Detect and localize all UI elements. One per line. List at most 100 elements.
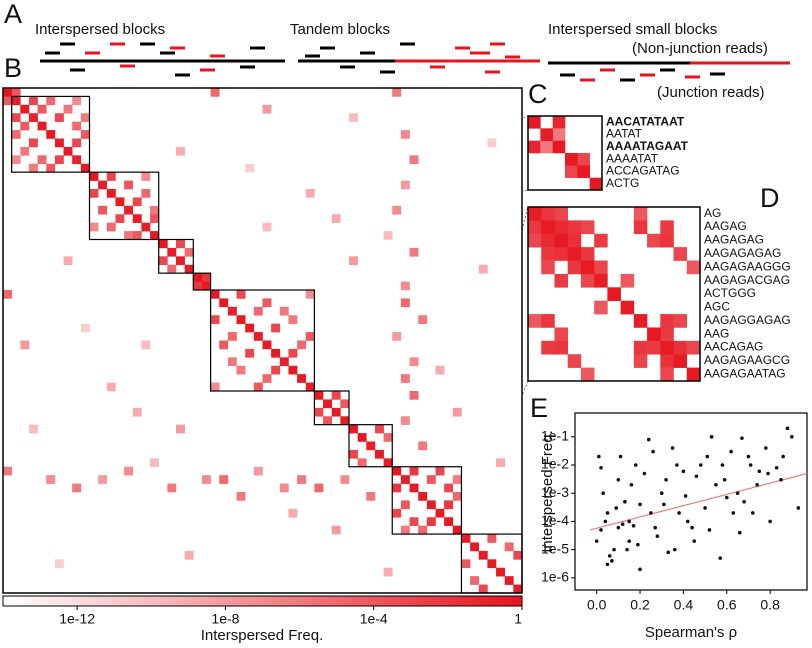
scatter-point [774, 465, 779, 470]
heatmap-cell [686, 260, 701, 275]
heatmap-cell [72, 96, 82, 106]
heatmap-cell [452, 407, 462, 417]
heatmap-cell [305, 332, 315, 341]
panel-label: B [4, 53, 22, 83]
heatmap-cell [409, 517, 419, 526]
heatmap-cell [374, 424, 384, 434]
heatmap-cell [552, 128, 566, 141]
heatmap-cell [528, 220, 542, 235]
scatter-point [764, 446, 768, 450]
scatter-point [724, 495, 729, 500]
scatter-point [705, 454, 710, 459]
heatmap-cell [580, 273, 595, 288]
heatmap-cell [3, 96, 12, 106]
heatmap-cell [297, 475, 307, 484]
heatmap-diagonal-cell [580, 260, 595, 275]
heatmap-cell [426, 517, 436, 526]
heatmap-cell [72, 483, 82, 493]
heatmap-cell [176, 424, 185, 434]
heatmap-diagonal-cell [496, 567, 505, 577]
scatter-point [766, 471, 770, 476]
scatter-point [670, 446, 675, 450]
heatmap-cell [478, 264, 488, 274]
heatmap-cell [392, 205, 402, 215]
heatmap-cell [28, 96, 38, 106]
heatmap-cell [409, 357, 419, 367]
scatter-point [779, 477, 783, 482]
heatmap-cell [141, 189, 151, 198]
heatmap-cell [271, 323, 281, 333]
heatmap-cell [444, 483, 454, 493]
heatmap-diagonal-cell [106, 189, 116, 198]
heatmap-cell [176, 239, 185, 249]
heatmap-cell [132, 407, 142, 417]
heatmap-diagonal-cell [594, 273, 608, 288]
heatmap-diagonal-cell [11, 96, 21, 106]
sequence-label: AAGAGACGAG [704, 273, 790, 287]
sequence-label: AAGAG [704, 219, 747, 233]
panel-label: C [528, 79, 548, 109]
heatmap-cell [124, 231, 134, 240]
x-tick-label: 0.0 [587, 597, 607, 613]
heatmap-cell [236, 365, 246, 375]
heatmap-cell [98, 205, 108, 215]
sequence-label: AAGAGGAGAG [704, 313, 791, 327]
x-tick-label: 0.4 [674, 597, 694, 613]
heatmap-cell [528, 314, 542, 328]
scatter-point [681, 469, 686, 474]
heatmap-cell [245, 348, 255, 358]
heatmap-cell [444, 500, 454, 510]
scatter-point [594, 539, 599, 543]
y-tick-label: 1e-2 [541, 456, 569, 472]
sequence-label: ACTG [606, 176, 639, 190]
heatmap-cell [487, 534, 497, 543]
heatmap-cell [554, 220, 568, 235]
scatter-point [631, 523, 636, 528]
heatmap-cell [3, 290, 12, 299]
x-tick-label: 0.6 [717, 597, 737, 613]
heatmap-diagonal-cell [540, 128, 553, 141]
heatmap-cell [660, 314, 674, 328]
heatmap-cell [210, 88, 220, 97]
scatter-point [790, 435, 794, 439]
scatter-point [636, 542, 640, 547]
heatmap-diagonal-cell [288, 365, 298, 375]
heatmap-diagonal-cell [357, 433, 367, 442]
scatter-point [599, 465, 603, 470]
heatmap-cell [210, 382, 220, 392]
scatter-point [623, 499, 627, 504]
sequence-label: AGC [704, 300, 730, 314]
heatmap-diagonal-cell [528, 207, 542, 221]
heatmap-cell [37, 104, 47, 114]
heatmap-diagonal-cell [323, 399, 332, 409]
sequence-label: AAGAGAATAG [704, 366, 786, 380]
panel-a-note: (Non-junction reads) [632, 40, 768, 57]
heatmap-diagonal-cell [98, 180, 108, 190]
heatmap-cell [176, 146, 185, 156]
sequence-label: ACCAGATAG [606, 164, 680, 178]
heatmap-diagonal-cell [400, 475, 410, 484]
heatmap-cell [3, 466, 12, 476]
heatmap-cell [236, 492, 246, 501]
heatmap-diagonal-cell [314, 391, 324, 400]
heatmap-cell [193, 281, 203, 291]
heatmap-cell [262, 222, 272, 232]
scatter-point [662, 502, 666, 507]
heatmap-cell [305, 290, 315, 299]
heatmap-cell [288, 508, 298, 518]
heatmap-cell [357, 458, 367, 468]
heatmap-cell [540, 140, 553, 154]
heatmap-diagonal-cell [487, 559, 497, 569]
heatmap-diagonal-cell [37, 121, 47, 131]
x-tick-label: 0.8 [760, 597, 780, 613]
heatmap-cell [89, 189, 99, 198]
heatmap-cell [541, 207, 555, 221]
heatmap-cell [383, 433, 393, 442]
sequence-label: AAGAGAAGCG [704, 353, 790, 367]
heatmap-cell [11, 113, 21, 122]
heatmap-cell [418, 525, 428, 535]
heatmap-diagonal-cell [567, 247, 582, 261]
heatmap-cell [106, 172, 116, 181]
heatmap-cell [80, 113, 90, 122]
heatmap-cell [541, 314, 555, 328]
